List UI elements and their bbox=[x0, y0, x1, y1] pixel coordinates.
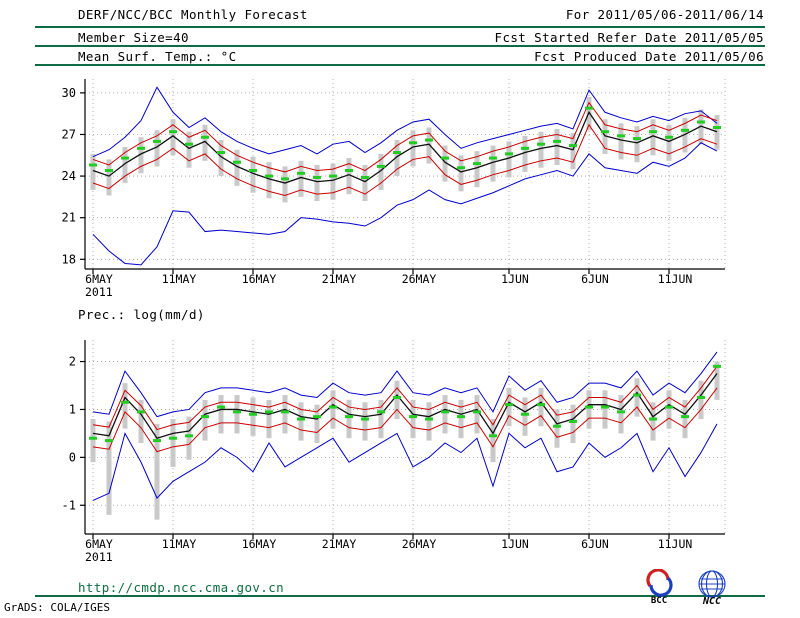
x-tick-label: 11JUN bbox=[658, 272, 693, 286]
forecast-range: For 2011/05/06-2011/06/14 bbox=[565, 7, 764, 22]
axes: 18 21 24 27 30 6MAY 11MAY 16MAY 21MAY 26MAY 1JUN 6J… bbox=[62, 79, 725, 299]
x-year-label: 2011 bbox=[85, 550, 113, 564]
x-tick-label: 6MAY bbox=[85, 272, 113, 286]
series-daily-green-marker bbox=[89, 106, 721, 181]
bcc-swirl-red bbox=[646, 569, 670, 587]
y-tick-label: 30 bbox=[62, 86, 76, 100]
ensemble-spread-bars bbox=[90, 361, 720, 520]
x-tick-label: 11JUN bbox=[658, 537, 693, 551]
x-tick-label: 11MAY bbox=[162, 537, 197, 551]
x-tick-label: 6JUN bbox=[581, 272, 609, 286]
bcc-logo-label: BCC bbox=[651, 596, 667, 605]
series-spread-upper bbox=[92, 366, 718, 431]
series-ensemble-mean bbox=[92, 373, 718, 439]
header-divider-1 bbox=[35, 26, 765, 28]
y-tick-label: 1 bbox=[69, 402, 76, 416]
x-tick-label: 21MAY bbox=[322, 537, 357, 551]
member-size-label: Member Size=40 bbox=[78, 30, 189, 45]
temperature-panel-label: Mean Surf. Temp.: °C bbox=[78, 49, 237, 64]
y-tick-label: 0 bbox=[69, 450, 76, 464]
y-tick-label: 2 bbox=[69, 355, 76, 369]
x-tick-label: 6JUN bbox=[581, 537, 609, 551]
series-ensemble-min bbox=[92, 423, 718, 501]
series-ensemble-max bbox=[92, 86, 718, 158]
x-tick-label: 6MAY bbox=[85, 537, 113, 551]
y-tick-label: 27 bbox=[62, 127, 76, 141]
precipitation-panel-label: Prec.: log(mm/d) bbox=[78, 307, 205, 322]
gridlines bbox=[85, 340, 726, 534]
x-tick-label: 21MAY bbox=[322, 272, 357, 286]
footer-divider bbox=[35, 595, 765, 597]
x-tick-label: 16MAY bbox=[242, 272, 277, 286]
grads-credit: GrADS: COLA/IGES bbox=[4, 601, 110, 614]
temperature-chart: 18 21 24 27 30 6MAY 11MAY 16MAY 21MAY 26MAY 1JUN 6J… bbox=[62, 79, 726, 299]
x-tick-label: 11MAY bbox=[162, 272, 197, 286]
x-tick-label: 16MAY bbox=[242, 537, 277, 551]
x-tick-label: 26MAY bbox=[402, 537, 437, 551]
ncc-logo-label: NCC bbox=[702, 596, 721, 607]
series-spread-lower bbox=[92, 123, 718, 197]
header-divider-2 bbox=[35, 45, 765, 47]
series-ensemble-min bbox=[92, 142, 718, 266]
y-tick-label: 21 bbox=[62, 211, 76, 225]
gridlines bbox=[85, 79, 726, 269]
y-tick-label: -1 bbox=[62, 498, 76, 512]
ensemble-spread-bars bbox=[90, 97, 720, 203]
bcc-swirl-blue bbox=[649, 576, 673, 597]
series-spread-lower bbox=[92, 387, 718, 453]
series-spread-upper bbox=[92, 101, 718, 173]
bcc-logo: BCC bbox=[646, 569, 673, 605]
y-tick-label: 24 bbox=[62, 169, 76, 183]
ncc-globe-icon bbox=[698, 570, 726, 598]
series-ensemble-mean bbox=[92, 110, 718, 184]
x-tick-label: 1JUN bbox=[501, 272, 529, 286]
x-tick-label: 26MAY bbox=[402, 272, 437, 286]
series-ensemble-max bbox=[92, 351, 718, 418]
fcst-refer-date: Fcst Started Refer Date 2011/05/05 bbox=[494, 30, 764, 45]
x-year-label: 2011 bbox=[85, 285, 113, 299]
page-title: DERF/NCC/BCC Monthly Forecast bbox=[78, 7, 308, 22]
y-tick-label: 18 bbox=[62, 252, 76, 266]
x-tick-label: 1JUN bbox=[501, 537, 529, 551]
series-daily-green-marker bbox=[89, 364, 721, 443]
ncc-logo: NCC bbox=[698, 570, 726, 607]
source-url[interactable]: http://cmdp.ncc.cma.gov.cn bbox=[78, 580, 285, 595]
fcst-produced-date: Fcst Produced Date 2011/05/06 bbox=[534, 49, 764, 64]
header-divider-3 bbox=[35, 64, 765, 66]
